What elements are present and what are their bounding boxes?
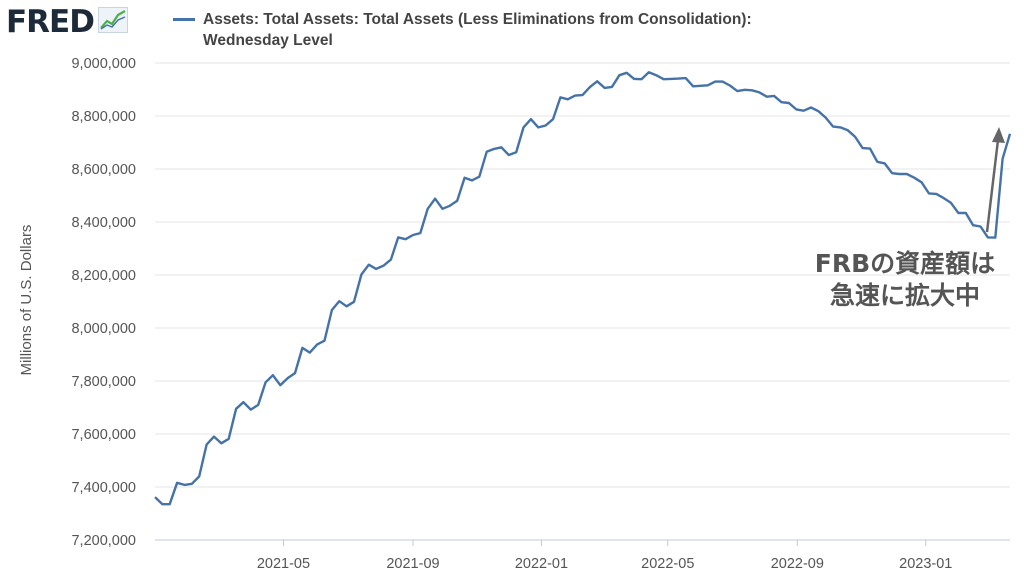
- y-tick-label: 8,200,000: [71, 268, 136, 284]
- y-axis-ticks: 7,200,000 7,400,000 7,600,000 7,800,000 8,00…: [71, 56, 136, 549]
- fred-logo-text: FRED: [6, 4, 95, 40]
- y-tick-label: 8,800,000: [71, 109, 136, 125]
- x-tick-label: 2022-01: [515, 556, 568, 572]
- annotation-text: FRBの資産額は 急速に拡大中: [780, 248, 1024, 312]
- series-group: [154, 71, 1012, 506]
- x-tick-label: 2021-05: [257, 556, 310, 572]
- series-line: [154, 71, 1012, 506]
- annotation-arrow-group: [985, 127, 1005, 233]
- annotation-line-2: 急速に拡大中: [829, 281, 980, 310]
- x-tick-label: 2022-05: [641, 556, 694, 572]
- annotation-arrow-shaft: [985, 139, 1000, 233]
- grid-lines: [155, 62, 1010, 488]
- annotation-line-1: FRBの資産額は: [814, 249, 996, 278]
- y-tick-label: 7,600,000: [71, 427, 136, 443]
- y-tick-label: 9,000,000: [71, 56, 136, 72]
- legend-label: Assets: Total Assets: Total Assets (Less…: [203, 9, 752, 51]
- y-tick-label: 7,400,000: [71, 480, 136, 496]
- legend-swatch: [173, 18, 195, 21]
- y-tick-label: 8,400,000: [71, 215, 136, 231]
- y-tick-label: 7,800,000: [71, 374, 136, 390]
- x-tick-label: 2022-09: [771, 556, 824, 572]
- x-axis-ticks: 2021-05 2021-09 2022-01 2022-05 2022-09 2023-…: [257, 540, 952, 572]
- y-tick-label: 7,200,000: [71, 533, 136, 549]
- annotation-arrow-head: [992, 127, 1005, 143]
- y-axis-label: Millions of U.S. Dollars: [18, 225, 35, 376]
- y-tick-label: 8,000,000: [71, 321, 136, 337]
- fred-logo[interactable]: FRED: [6, 4, 128, 40]
- chart-legend: Assets: Total Assets: Total Assets (Less…: [173, 9, 873, 51]
- y-tick-label: 8,600,000: [71, 162, 136, 178]
- legend-line-2: Wednesday Level: [203, 32, 333, 49]
- x-tick-label: 2021-09: [386, 556, 439, 572]
- x-tick-label: 2023-01: [899, 556, 952, 572]
- legend-line-1: Assets: Total Assets: Total Assets (Less…: [203, 11, 752, 28]
- fred-mini-chart-icon: [97, 6, 128, 38]
